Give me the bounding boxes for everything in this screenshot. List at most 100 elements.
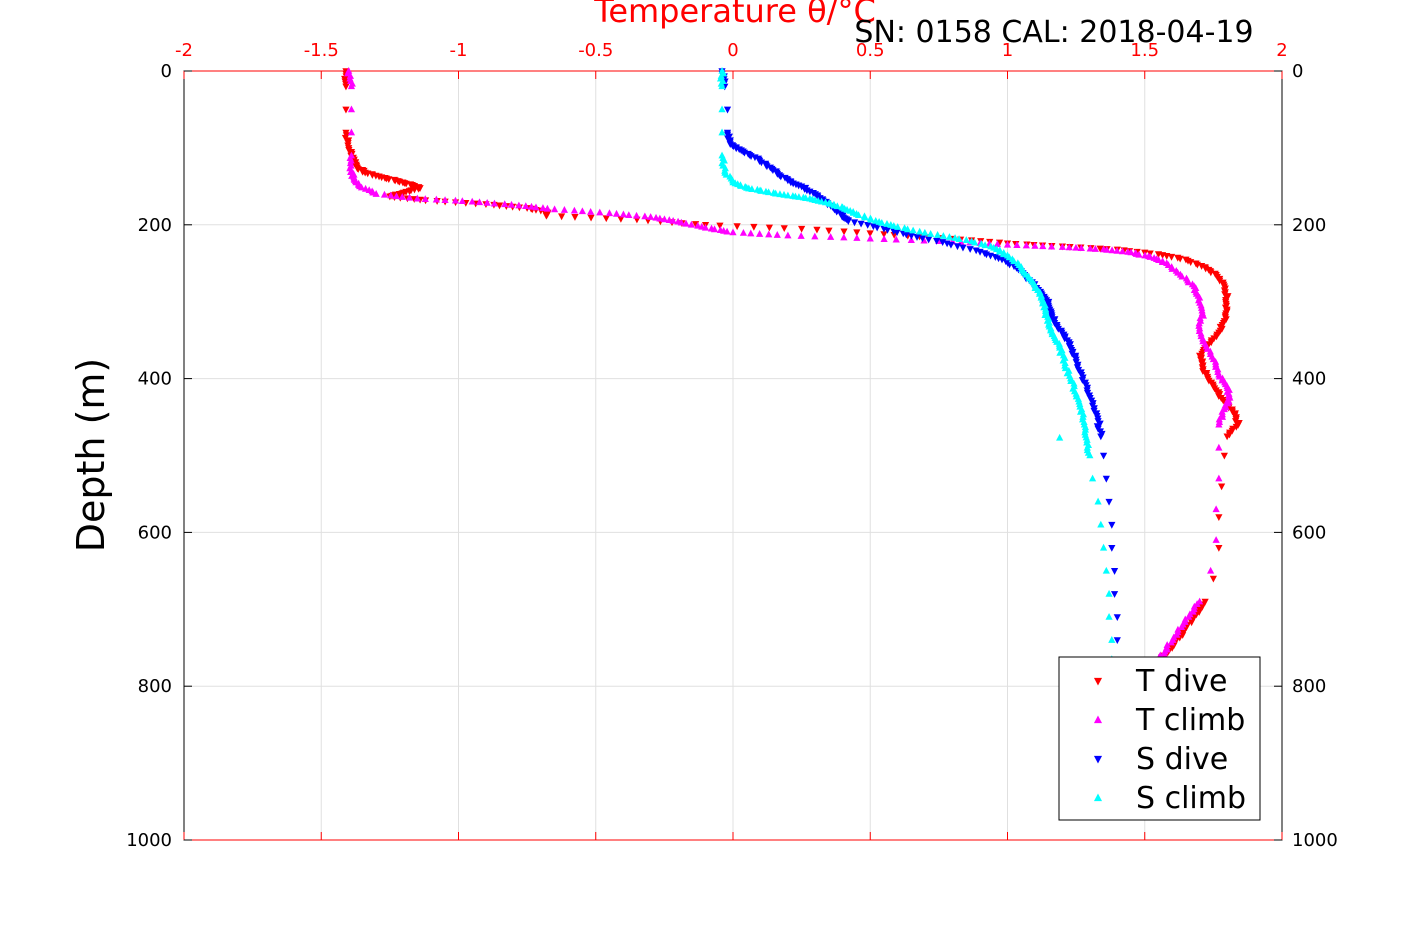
data-point xyxy=(451,196,460,204)
data-point xyxy=(798,225,806,233)
data-point xyxy=(765,224,774,232)
data-point xyxy=(1056,348,1064,356)
data-point xyxy=(729,228,737,236)
data-point xyxy=(765,230,773,238)
data-point xyxy=(955,235,963,242)
data-point xyxy=(1099,543,1108,551)
data-point xyxy=(347,128,356,136)
data-point xyxy=(718,105,726,113)
data-point xyxy=(780,225,788,233)
series-t-climb xyxy=(344,67,1234,663)
data-point xyxy=(1105,498,1113,506)
data-point xyxy=(995,247,1004,255)
data-point xyxy=(903,225,912,233)
data-point xyxy=(495,202,504,210)
data-point xyxy=(1113,246,1121,254)
x-tick-label: 1.5 xyxy=(1130,40,1159,61)
data-point xyxy=(701,223,710,231)
data-point xyxy=(501,200,509,208)
data-point xyxy=(784,231,792,239)
data-point xyxy=(1177,623,1186,631)
data-point xyxy=(441,196,449,203)
data-point xyxy=(1220,452,1228,460)
y-tick-label-right: 0 xyxy=(1292,61,1303,82)
data-point xyxy=(1097,520,1105,528)
data-point xyxy=(811,232,819,240)
data-point xyxy=(1199,311,1207,319)
data-point xyxy=(687,220,696,228)
data-point xyxy=(542,212,550,220)
data-point xyxy=(669,216,677,224)
data-point xyxy=(739,229,748,236)
series-t-dive xyxy=(341,68,1243,664)
data-point xyxy=(880,235,888,242)
data-point xyxy=(959,244,967,252)
data-point xyxy=(539,204,547,211)
data-point xyxy=(560,206,569,213)
data-point xyxy=(747,229,755,237)
data-point xyxy=(587,207,595,215)
data-point xyxy=(916,227,924,235)
chart-title: Temperature θ/°C xyxy=(593,0,876,30)
data-point xyxy=(1013,241,1021,248)
data-point xyxy=(656,214,664,222)
data-point xyxy=(718,128,726,136)
data-point xyxy=(1215,420,1223,428)
data-point xyxy=(507,200,516,208)
data-point xyxy=(1003,240,1012,248)
y-tick-label-right: 200 xyxy=(1292,215,1326,236)
data-point xyxy=(1039,242,1047,250)
data-point xyxy=(951,234,959,241)
data-point xyxy=(907,236,915,243)
legend-marker xyxy=(1093,677,1103,686)
data-point xyxy=(458,197,466,205)
data-point xyxy=(939,232,948,239)
data-point xyxy=(866,234,874,242)
legend-marker xyxy=(1093,793,1103,802)
data-point xyxy=(797,232,805,239)
series-s-climb xyxy=(716,67,1116,663)
data-point xyxy=(413,194,421,202)
data-point xyxy=(825,227,833,235)
data-point xyxy=(1176,255,1184,263)
data-point xyxy=(1215,443,1223,451)
data-point xyxy=(1105,589,1113,597)
data-point xyxy=(966,246,974,253)
data-point xyxy=(483,199,491,206)
data-point xyxy=(515,201,523,209)
data-point xyxy=(1187,619,1196,627)
y-tick-label-right: 400 xyxy=(1292,369,1326,390)
data-point xyxy=(1215,474,1223,482)
legend-label: T dive xyxy=(1135,664,1227,699)
data-point xyxy=(907,232,916,240)
data-point xyxy=(602,215,610,223)
data-point xyxy=(737,182,745,189)
data-point xyxy=(682,219,690,227)
data-point xyxy=(612,209,621,217)
serial-calibration-annotation: SN: 0158 CAL: 2018-04-19 xyxy=(854,15,1253,50)
data-point xyxy=(380,190,389,198)
data-point xyxy=(1091,245,1099,252)
data-point xyxy=(1048,314,1056,322)
data-point xyxy=(490,199,499,207)
data-point xyxy=(694,221,702,229)
data-point xyxy=(833,202,841,210)
data-point xyxy=(571,214,579,221)
data-point xyxy=(660,215,669,223)
x-tick-label: 0 xyxy=(727,40,738,61)
data-point xyxy=(892,235,900,243)
data-point xyxy=(1215,544,1223,552)
legend-items: T dive T climb S dive S climb xyxy=(1093,664,1246,816)
data-point xyxy=(1058,243,1066,250)
data-point xyxy=(1110,591,1119,598)
data-point xyxy=(392,192,401,200)
data-point xyxy=(723,227,731,235)
data-points xyxy=(341,67,1243,664)
data-point xyxy=(632,211,641,219)
data-point xyxy=(421,195,429,202)
data-point xyxy=(347,82,356,90)
data-point xyxy=(710,225,719,233)
data-point xyxy=(1102,475,1110,483)
y-tick-label-left: 800 xyxy=(138,676,172,697)
x-tick-label: 0.5 xyxy=(856,40,885,61)
